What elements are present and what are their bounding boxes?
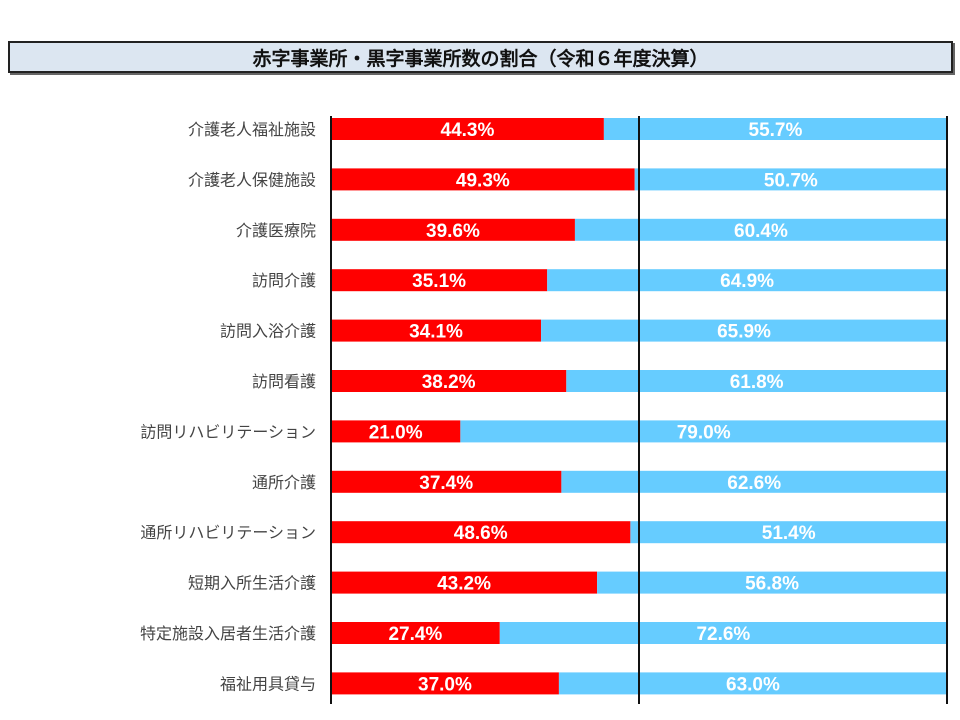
data-label: 51.4% bbox=[762, 523, 816, 544]
category-label: 介護医療院 bbox=[236, 221, 316, 240]
category-label: 介護老人保健施設 bbox=[188, 170, 316, 189]
category-label: 訪問看護 bbox=[252, 372, 316, 391]
data-label: 55.7% bbox=[749, 120, 803, 141]
data-label: 56.8% bbox=[745, 574, 799, 595]
data-label: 39.6% bbox=[426, 221, 480, 242]
category-label: 福祉用具貸与 bbox=[220, 674, 316, 693]
bar-surplus bbox=[630, 521, 947, 544]
data-label: 21.0% bbox=[369, 422, 423, 443]
bar-surplus bbox=[597, 571, 947, 594]
bar-deficit bbox=[331, 370, 567, 392]
data-label: 35.1% bbox=[412, 271, 466, 292]
data-label: 63.0% bbox=[726, 674, 780, 695]
bar-surplus bbox=[634, 168, 947, 191]
bar-surplus bbox=[547, 269, 947, 292]
data-label: 49.3% bbox=[456, 170, 510, 191]
data-label: 37.4% bbox=[419, 473, 473, 494]
bar-surplus bbox=[499, 622, 947, 644]
bar-surplus bbox=[603, 118, 947, 140]
data-label: 65.9% bbox=[717, 322, 771, 343]
bar-deficit bbox=[331, 622, 500, 644]
bar-deficit bbox=[331, 269, 548, 292]
category-label: 通所リハビリテーション bbox=[140, 523, 316, 542]
data-label: 79.0% bbox=[677, 422, 731, 443]
data-label: 37.0% bbox=[418, 674, 472, 695]
data-label: 48.6% bbox=[454, 523, 508, 544]
bar-deficit bbox=[331, 420, 461, 443]
category-label: 通所介護 bbox=[252, 473, 316, 492]
bar-surplus bbox=[460, 420, 947, 443]
bar-deficit bbox=[331, 521, 631, 544]
bar-deficit bbox=[331, 168, 635, 191]
bar-surplus bbox=[574, 218, 947, 241]
category-label: 訪問介護 bbox=[252, 271, 316, 290]
bar-deficit bbox=[331, 118, 604, 140]
data-label: 43.2% bbox=[437, 574, 491, 595]
category-label: 短期入所生活介護 bbox=[188, 574, 316, 593]
bar-surplus bbox=[561, 470, 947, 493]
data-label: 72.6% bbox=[696, 624, 750, 645]
category-label: 特定施設入居者生活介護 bbox=[140, 624, 316, 643]
bar-surplus bbox=[558, 672, 947, 695]
data-label: 61.8% bbox=[730, 372, 784, 393]
bar-deficit bbox=[331, 672, 559, 695]
data-label: 34.1% bbox=[409, 322, 463, 343]
data-label: 50.7% bbox=[764, 170, 818, 191]
category-label: 訪問リハビリテーション bbox=[140, 422, 316, 441]
bar-deficit bbox=[331, 319, 542, 342]
bar-deficit bbox=[331, 470, 562, 493]
category-label: 介護老人福祉施設 bbox=[188, 120, 316, 139]
data-label: 64.9% bbox=[720, 271, 774, 292]
data-label: 38.2% bbox=[422, 372, 476, 393]
category-label: 訪問入浴介護 bbox=[220, 322, 316, 341]
bar-surplus bbox=[541, 319, 947, 342]
bar-deficit bbox=[331, 571, 598, 594]
data-label: 44.3% bbox=[441, 120, 495, 141]
bar-deficit bbox=[331, 218, 575, 241]
data-label: 60.4% bbox=[734, 221, 788, 242]
chart-title: 赤字事業所・黒字事業所数の割合（令和６年度決算） bbox=[8, 41, 953, 73]
data-label: 27.4% bbox=[388, 624, 442, 645]
data-label: 62.6% bbox=[727, 473, 781, 494]
bar-surplus bbox=[566, 370, 947, 392]
